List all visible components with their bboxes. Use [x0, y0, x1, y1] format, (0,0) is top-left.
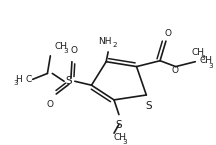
- Text: 3: 3: [209, 63, 213, 69]
- Text: 3: 3: [64, 48, 68, 54]
- Text: S: S: [66, 76, 72, 86]
- Text: O: O: [70, 46, 77, 55]
- Text: O: O: [47, 100, 54, 109]
- Text: 2: 2: [113, 42, 117, 48]
- Text: CH: CH: [54, 41, 67, 50]
- Text: C: C: [26, 75, 32, 84]
- Text: 3: 3: [122, 139, 127, 145]
- Text: O: O: [164, 29, 171, 38]
- Text: CH: CH: [199, 56, 212, 65]
- Text: S: S: [116, 120, 122, 130]
- Text: H: H: [15, 75, 22, 84]
- Text: CH: CH: [113, 133, 126, 142]
- Text: S: S: [145, 101, 152, 111]
- Text: 3: 3: [201, 55, 205, 61]
- Text: NH: NH: [98, 37, 112, 46]
- Text: CH: CH: [191, 48, 204, 57]
- Text: 3: 3: [14, 80, 18, 86]
- Text: O: O: [171, 66, 178, 75]
